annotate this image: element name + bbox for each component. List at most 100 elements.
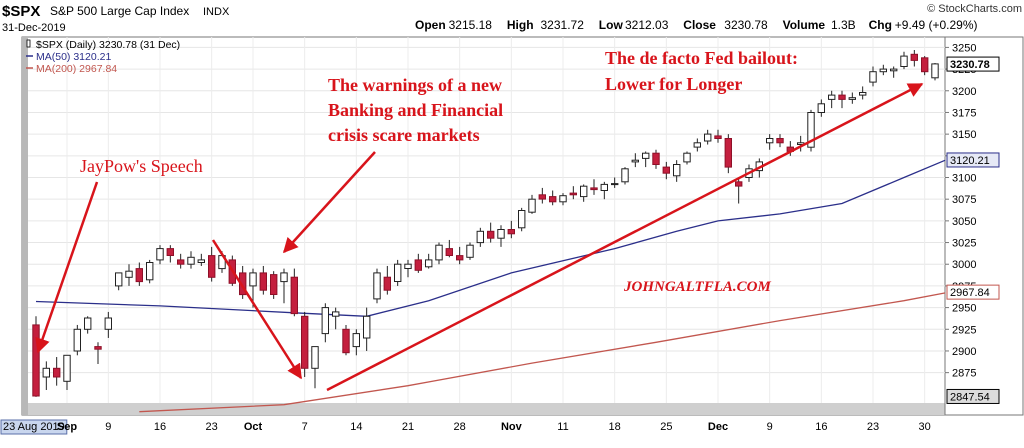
candle-down xyxy=(652,149,660,169)
candle-down xyxy=(921,56,929,76)
price-tags: 3230.78 3120.21 2967.84 2847.54 xyxy=(946,56,1000,404)
x-tick-label: Nov xyxy=(501,421,523,433)
candle-up xyxy=(528,194,536,214)
stat-label: Chg xyxy=(869,18,892,32)
annotation-warnings-2: Banking and Financial xyxy=(328,100,503,120)
stat-label: Volume xyxy=(783,18,826,32)
candle-up xyxy=(631,153,639,168)
candle-body xyxy=(776,138,784,144)
stat-value: 3231.72 xyxy=(541,18,585,32)
y-tick-label: 3075 xyxy=(952,194,976,206)
candle-up xyxy=(559,193,567,206)
candle-body xyxy=(53,367,61,378)
candle-up xyxy=(621,167,629,185)
candle-body xyxy=(135,268,144,283)
watermark: JOHNGALTFLA.COM xyxy=(623,279,771,295)
x-tick-label: 23 xyxy=(206,421,218,433)
candle-body xyxy=(673,164,681,177)
legend-swatch xyxy=(26,39,31,48)
candle-body xyxy=(724,138,732,168)
price-tag-label: 3230.78 xyxy=(950,59,990,71)
candle-down xyxy=(342,324,350,356)
chart-date: 31-Dec-2019 xyxy=(2,22,66,34)
candle-body xyxy=(414,259,423,271)
candle-body xyxy=(249,272,257,287)
candle-down xyxy=(662,161,670,180)
candle-body xyxy=(714,135,722,139)
candle-body xyxy=(590,187,598,191)
x-tick-label: 23 Aug 2019 xyxy=(3,421,65,433)
arrow-rally xyxy=(326,82,924,392)
arrow-warnings xyxy=(282,151,376,254)
candle-body xyxy=(259,272,268,291)
legend-item: MA(200) 2967.84 xyxy=(26,63,117,75)
stat-value: 3230.78 xyxy=(724,18,768,32)
candle-body xyxy=(146,262,154,281)
candle-up xyxy=(476,227,485,247)
y-tick-label: 3150 xyxy=(952,129,976,141)
candle-down xyxy=(53,357,61,386)
candle-up xyxy=(332,307,340,330)
candle-up xyxy=(611,177,619,188)
candle-body xyxy=(363,315,371,339)
candle-body xyxy=(559,195,567,203)
candle-down xyxy=(290,268,299,317)
candle-body xyxy=(301,315,309,369)
candle-down xyxy=(135,262,144,286)
candle-body xyxy=(704,133,712,142)
candle-body xyxy=(197,259,206,263)
candle-down xyxy=(549,190,557,206)
candle-up xyxy=(435,242,443,265)
candle-body xyxy=(63,354,71,382)
candle-down xyxy=(445,239,454,258)
candle-body xyxy=(507,229,516,235)
candle-body xyxy=(187,256,195,265)
x-tick-label: 23 xyxy=(867,421,879,433)
y-tick-label: 3000 xyxy=(952,259,976,271)
candle-up xyxy=(600,181,608,200)
stat-label: Open xyxy=(415,18,446,32)
y-tick-label: 3200 xyxy=(952,86,976,98)
candle-up xyxy=(73,324,81,356)
stat-value: 3215.18 xyxy=(449,18,493,32)
candle-up xyxy=(890,66,898,78)
price-tag-box xyxy=(946,284,1000,300)
candle-up xyxy=(42,361,50,390)
x-tick-label: 18 xyxy=(609,421,621,433)
candle-body xyxy=(487,230,495,239)
x-tick-label: 25 xyxy=(660,421,672,433)
candle-body xyxy=(104,317,112,330)
y-tick-label: 2900 xyxy=(952,346,976,358)
x-tick-label: 9 xyxy=(767,421,773,433)
candle-up xyxy=(807,109,815,152)
candle-body xyxy=(569,192,577,196)
candle-up xyxy=(156,245,164,265)
price-tag-label: 3120.21 xyxy=(950,155,990,167)
ohlc-stats: Open 3215.18 High 3231.72 Low 3212.03 Close 323… xyxy=(415,18,978,32)
candle-up xyxy=(869,66,877,87)
candle-body xyxy=(435,244,443,261)
annotation-warnings-3: crisis scare markets xyxy=(328,125,480,145)
x-start-highlight xyxy=(0,419,68,435)
candle-body xyxy=(890,68,898,72)
candle-body xyxy=(394,263,402,283)
price-tag: 3230.78 xyxy=(946,56,1000,72)
x-tick-label: 21 xyxy=(402,421,414,433)
y-tick-label: 3250 xyxy=(952,42,976,54)
price-tag-box xyxy=(946,388,1000,404)
x-tick-label: 16 xyxy=(815,421,827,433)
y-tick-label: 2950 xyxy=(952,303,976,315)
candle-down xyxy=(724,134,732,174)
y-tick-label: 3050 xyxy=(952,216,976,228)
candle-down xyxy=(714,129,722,143)
candle-down xyxy=(301,311,309,377)
candle-body xyxy=(859,92,867,96)
candle-down xyxy=(259,265,268,295)
candle-body xyxy=(807,112,815,148)
candle-up xyxy=(311,346,319,389)
candle-down xyxy=(32,316,40,397)
candle-body xyxy=(270,274,278,296)
stat-value: 3212.03 xyxy=(625,18,669,32)
